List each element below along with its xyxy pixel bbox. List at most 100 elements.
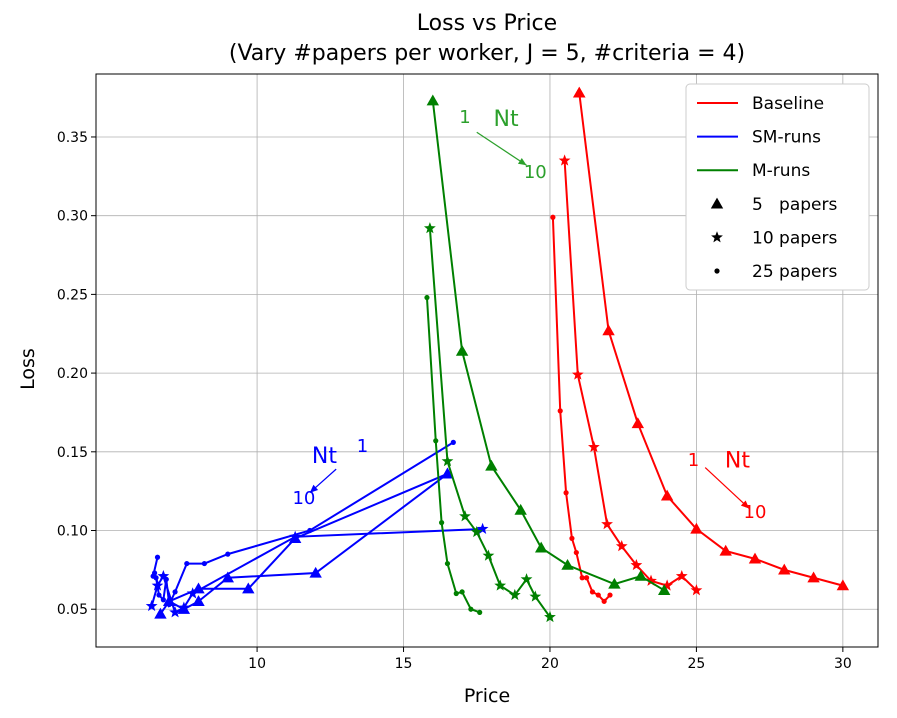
annotation-label: 1 (688, 450, 699, 471)
data-point-triangle (514, 503, 527, 515)
data-point-triangle (309, 566, 322, 578)
data-point-dot (579, 575, 585, 581)
data-point-dot (453, 590, 459, 597)
annotation-label: Nt (312, 444, 337, 469)
data-point-star (508, 588, 521, 601)
legend-marker-triangle (710, 197, 724, 209)
arrow-shaft (476, 131, 527, 166)
annotation-label: 10 (292, 488, 315, 509)
data-point-star (588, 440, 600, 453)
axes-frame (95, 73, 879, 648)
data-point-dot (160, 597, 166, 603)
series-line (159, 472, 449, 615)
arrow-head (740, 500, 750, 509)
arrow-shaft (704, 467, 750, 509)
legend-label: 25 papers (752, 262, 837, 282)
data-point-dot (550, 214, 556, 220)
data-point-triangle (631, 417, 645, 429)
legend-marker-star (711, 231, 723, 243)
data-point-triangle (748, 552, 762, 564)
data-point-star (690, 584, 703, 596)
data-point-triangle (154, 607, 167, 619)
legend-item: 5 papers (710, 195, 837, 215)
data-point-triangle (690, 522, 703, 534)
series-line (428, 228, 551, 618)
data-point-star (441, 455, 454, 467)
series-m-runs-dot (424, 294, 483, 615)
data-point-dot (172, 589, 178, 595)
legend-label: M-runs (752, 161, 810, 181)
legend-box (685, 83, 870, 291)
legend-label: 10 papers (752, 228, 837, 248)
data-point-triangle (192, 595, 205, 606)
legend-item: SM-runs (697, 128, 821, 148)
data-point-star (675, 569, 688, 582)
chart-title: Loss vs Price (417, 11, 557, 36)
data-point-star (177, 601, 190, 613)
data-point-triangle (634, 569, 647, 581)
annotation-arrow (704, 467, 750, 509)
data-point-triangle (485, 459, 498, 471)
data-point-dot (477, 609, 483, 615)
series-line (578, 92, 844, 587)
series-m-runs-triangle (426, 94, 671, 595)
y-tick-label: 0.30 (57, 209, 88, 225)
data-point-dot (424, 294, 430, 301)
data-point-dot (459, 589, 465, 595)
y-tick-label: 0.25 (57, 287, 88, 303)
data-point-star (423, 222, 436, 234)
data-point-dot (468, 606, 474, 612)
data-point-star (476, 522, 489, 534)
data-point-triangle (534, 541, 548, 553)
data-point-dot (563, 490, 569, 496)
x-tick-label: 15 (395, 656, 413, 672)
data-point-triangle (242, 582, 255, 594)
data-point-star (145, 599, 158, 612)
chart-subtitle: (Vary #papers per worker, J = 5, #criter… (229, 41, 745, 66)
y-axis-label: Loss (17, 348, 39, 390)
data-point-dot (444, 560, 451, 567)
x-tick-label: 30 (834, 656, 852, 672)
data-point-dot (589, 589, 596, 595)
data-point-star (459, 510, 471, 522)
data-point-star (529, 590, 542, 602)
legend: Baseline SM-runs M-runs 5 papers 10 papers 25… (685, 83, 870, 291)
series-sm-runs-star (145, 522, 489, 618)
data-point-triangle (602, 324, 615, 336)
data-point-triangle (455, 344, 469, 356)
data-point-star (520, 573, 533, 585)
series-line (425, 297, 481, 614)
data-point-triangle (719, 544, 732, 556)
data-point-star (157, 569, 170, 582)
data-point-star (558, 154, 571, 166)
series-line (563, 160, 698, 592)
data-point-star (661, 579, 674, 591)
x-tick-label: 25 (687, 656, 705, 672)
data-point-star (169, 606, 181, 618)
data-point-triangle (836, 579, 850, 591)
legend-item: Baseline (697, 94, 824, 114)
data-point-triangle (573, 86, 586, 98)
data-point-dot (184, 560, 190, 567)
data-point-dot (150, 573, 156, 579)
data-point-dot (583, 575, 590, 581)
legend-item: M-runs (697, 161, 810, 181)
data-point-dot (607, 592, 613, 598)
legend-label: 5 papers (752, 195, 837, 215)
data-point-star (645, 574, 657, 586)
arrow-head (517, 157, 527, 166)
data-point-star (615, 540, 628, 552)
x-tick-label: 20 (541, 656, 559, 672)
data-point-triangle (660, 489, 674, 501)
data-point-dot (156, 592, 162, 598)
data-point-star (470, 525, 483, 538)
legend-item: 10 papers (711, 228, 837, 248)
y-tick-label: 0.05 (57, 602, 88, 618)
data-point-dot (307, 527, 313, 534)
data-point-dot (573, 549, 579, 556)
data-point-triangle (561, 558, 574, 570)
legend-label: Baseline (752, 94, 824, 114)
series-baseline-triangle (573, 86, 850, 591)
data-point-triangle (426, 94, 440, 106)
